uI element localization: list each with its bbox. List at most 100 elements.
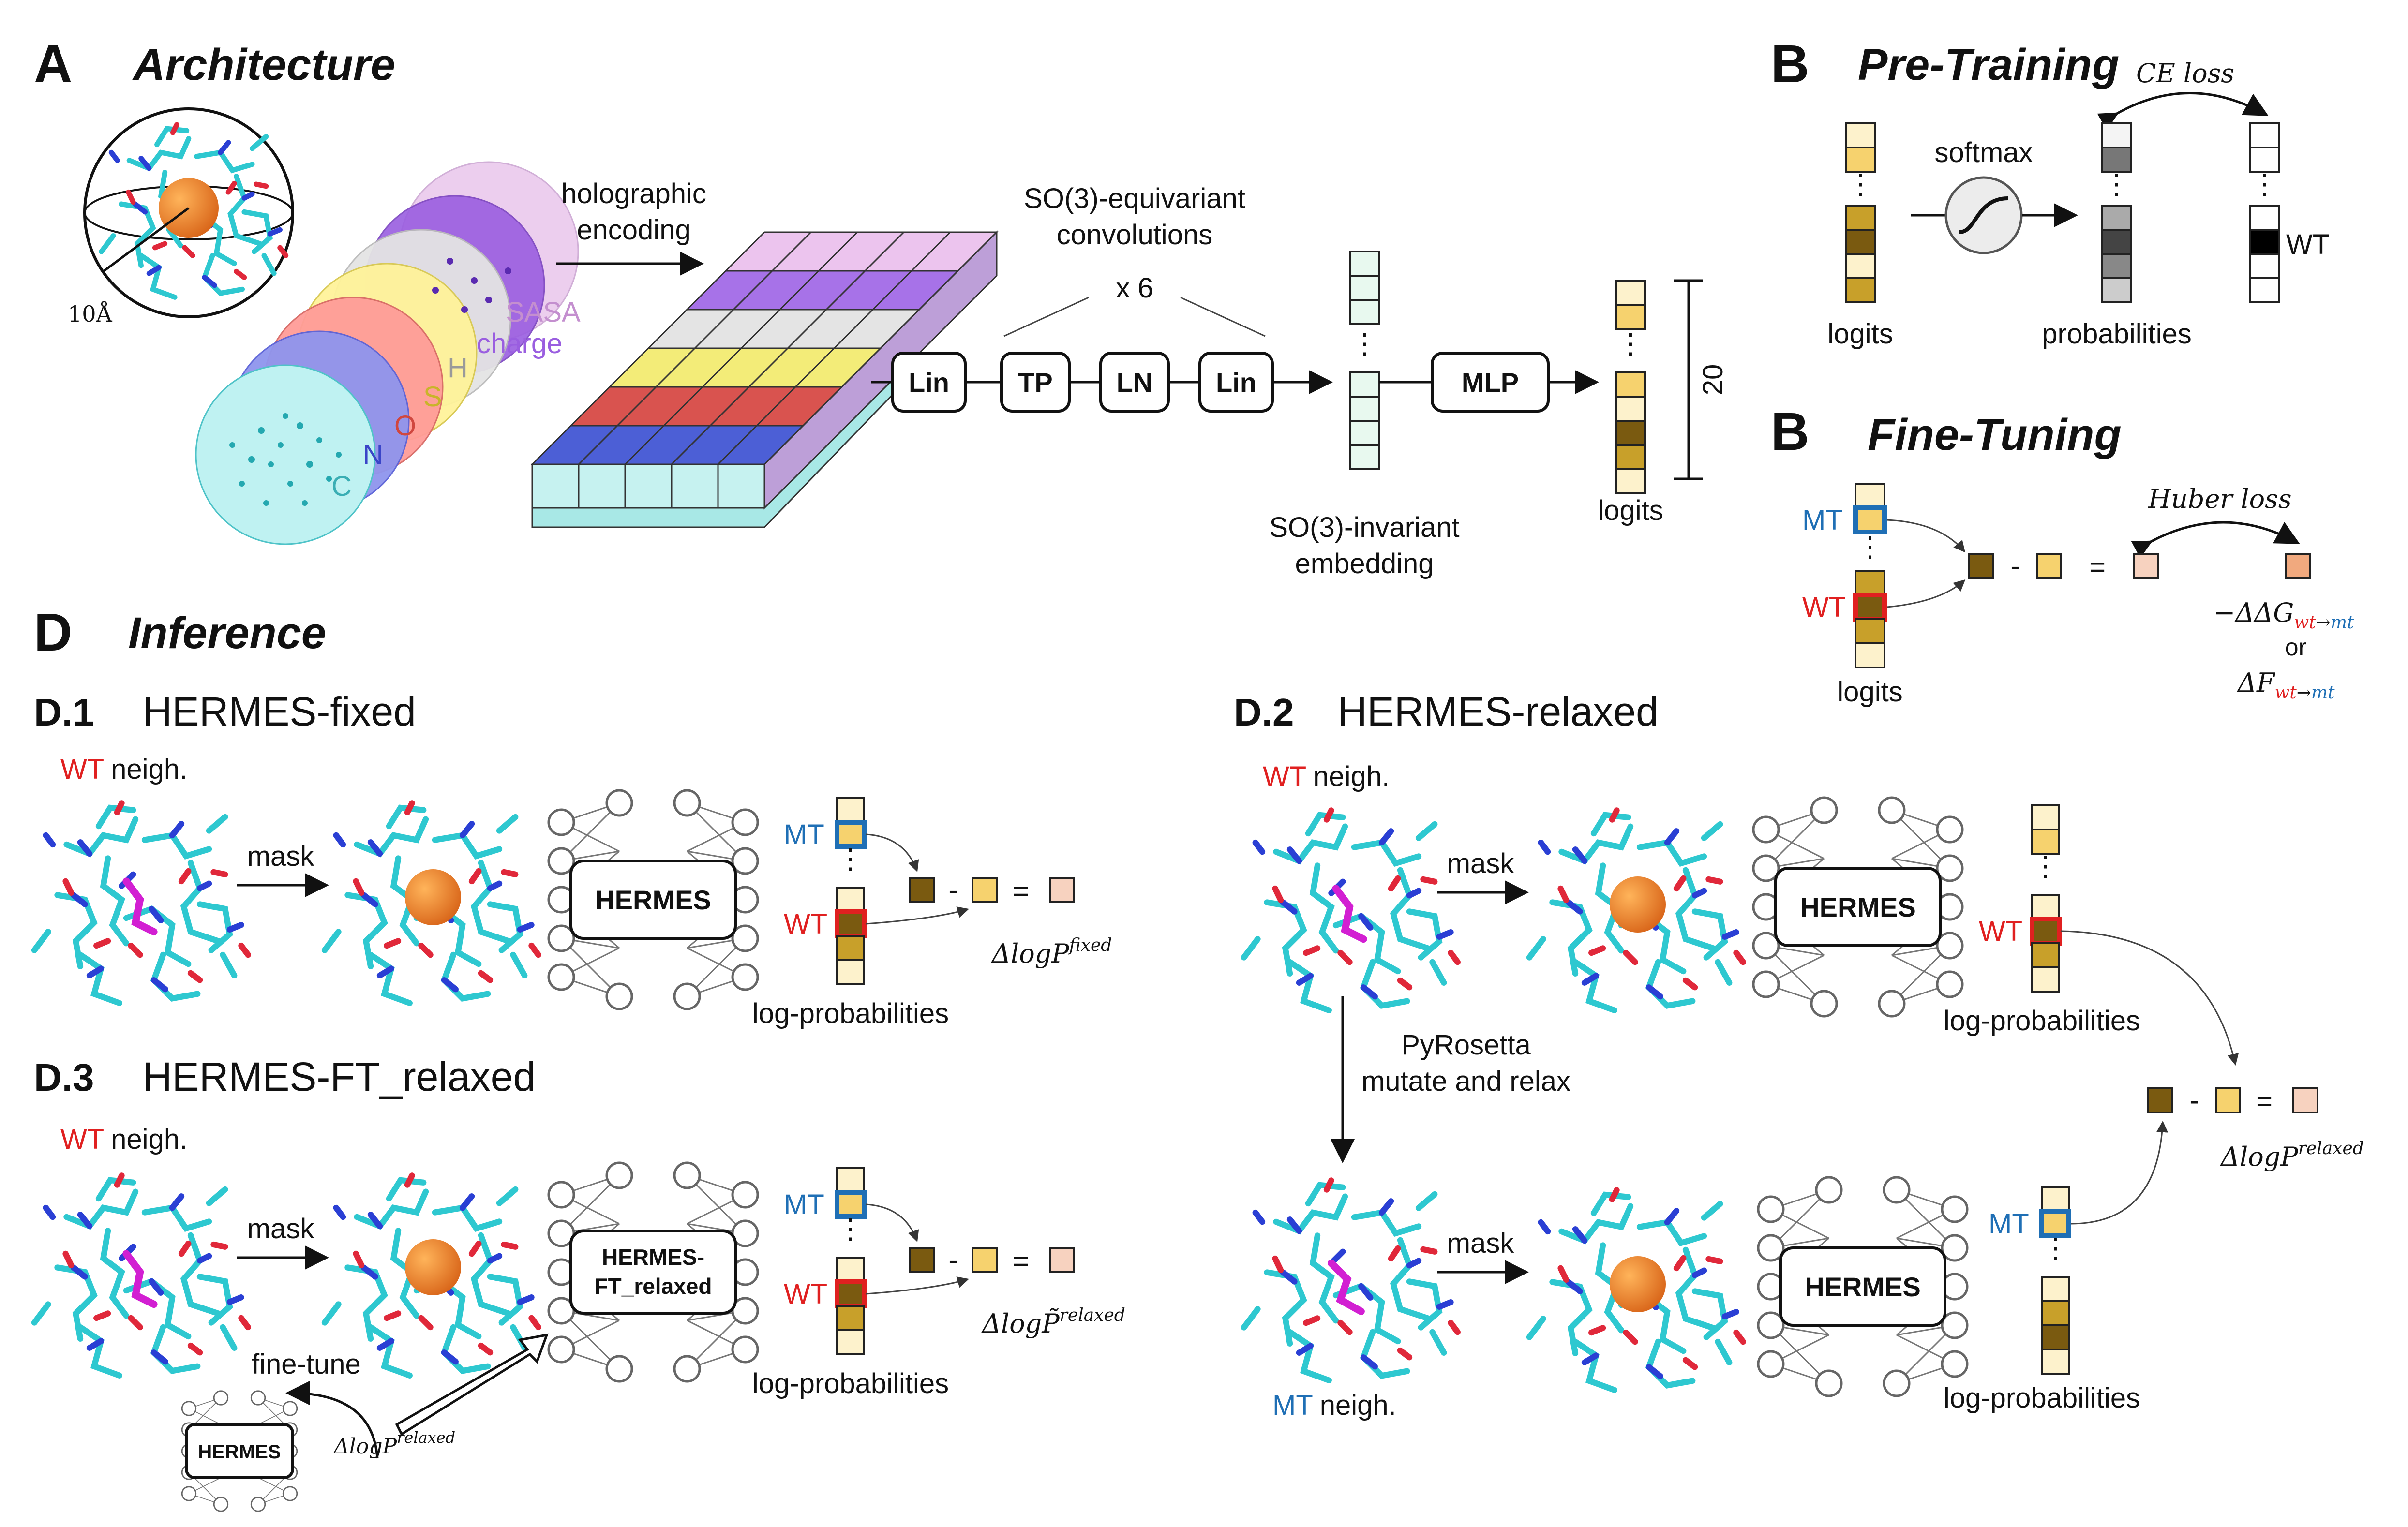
channel-charge-label: charge — [477, 328, 562, 359]
mlp-block-label: MLP — [1462, 367, 1519, 398]
d1-wt-neigh: WT neigh. — [60, 754, 187, 785]
panel-d1: D.1 HERMES-fixed WT neigh. mask HERMES ⋮ … — [34, 689, 1112, 1029]
panel-bft-title: Fine-Tuning — [1868, 410, 2122, 460]
d3-code: D.3 — [34, 1056, 94, 1099]
svg-text:HERMES: HERMES — [1805, 1272, 1921, 1302]
panel-a-title: Architecture — [132, 40, 395, 89]
ce-loss-label: CE loss — [2136, 58, 2234, 89]
channel-sasa-label: SASA — [506, 297, 581, 328]
neighborhood-sphere: 10Å — [68, 107, 294, 327]
d3-small-hermes-box — [185, 1423, 294, 1479]
onehot-wt-vector: ⋮ — [2249, 122, 2280, 303]
d3-logprob-label: log-probabilities — [752, 1368, 949, 1399]
d2-mt-neigh: MT neigh. — [1272, 1390, 1396, 1421]
pyrosetta-line2: mutate and relax — [1361, 1066, 1570, 1097]
b-logits-label: logits — [1827, 318, 1893, 350]
logit-count-label: 20 — [1697, 364, 1729, 396]
panel-bft-letter: B — [1771, 402, 1809, 461]
d3-mask-label: mask — [247, 1213, 315, 1245]
radius-label: 10Å — [68, 300, 113, 327]
d3-relaxed-input-label: ΔlogPrelaxed — [333, 1428, 455, 1459]
channel-c-label: C — [331, 471, 352, 502]
panel-d-letter: D — [34, 603, 72, 662]
d1-logprob-label: log-probabilities — [752, 998, 949, 1029]
b-logits-vector: ⋮ — [1845, 122, 1876, 303]
channel-n-label: N — [363, 439, 383, 471]
svg-text:-: - — [948, 875, 957, 906]
ln-block-label: LN — [1117, 367, 1153, 398]
svg-text:HERMES: HERMES — [1800, 892, 1916, 922]
d2-hermes-box-bottom — [1779, 1246, 1946, 1327]
invariant-embedding: ⋮ — [1349, 251, 1380, 470]
svg-text:WT: WT — [784, 1278, 827, 1310]
d1-mask-label: mask — [247, 841, 315, 872]
svg-text:HERMES: HERMES — [198, 1441, 281, 1463]
finetune-transfer-arrow — [395, 1333, 549, 1436]
svg-text:FT_relaxed: FT_relaxed — [595, 1274, 712, 1299]
panel-b-finetuning: B Fine-Tuning Huber loss ⋮ MT WT logits … — [1771, 402, 2354, 708]
svg-text:=: = — [1013, 875, 1029, 907]
tp-block-label: TP — [1018, 367, 1053, 398]
svg-text:HERMES-: HERMES- — [602, 1245, 704, 1270]
svg-text:=: = — [2089, 551, 2106, 583]
a-logits-vector: ⋮ — [1615, 280, 1646, 494]
svg-text:WT: WT — [784, 908, 827, 940]
panel-b-pretraining: B Pre-Training CE loss ⋮ logits softmax … — [1771, 34, 2330, 350]
channel-h-label: H — [448, 352, 468, 384]
lin-block-1-label: Lin — [909, 367, 949, 398]
panel-d-title: Inference — [128, 608, 326, 658]
huber-loss-label: Huber loss — [2148, 484, 2292, 514]
svg-text:MT: MT — [784, 1189, 824, 1220]
svg-text:⋮: ⋮ — [837, 1213, 865, 1245]
probabilities-label: probabilities — [2042, 318, 2192, 350]
panel-b-letter: B — [1771, 34, 1809, 94]
svg-text:⋮: ⋮ — [837, 843, 865, 875]
d2-wt-neigh: WT neigh. — [1263, 761, 1390, 792]
d3-wt-neigh: WT neigh. — [60, 1124, 187, 1155]
panel-d2: D.2 HERMES-relaxed WT neigh. mask HERMES … — [1234, 689, 2364, 1421]
svg-text:ΔFwt→mt: ΔFwt→mt — [2237, 667, 2335, 703]
svg-text:=: = — [2256, 1086, 2273, 1117]
d1-hermes-box — [569, 860, 737, 940]
svg-text:⋮: ⋮ — [1350, 328, 1378, 359]
repeat-count: x 6 — [1116, 272, 1153, 304]
svg-text:⋮: ⋮ — [2032, 850, 2060, 882]
d2-mask-label-bottom: mask — [1447, 1228, 1515, 1259]
svg-text:-: - — [2010, 550, 2019, 582]
d3-delta-label: ΔlogP̃relaxed — [981, 1305, 1125, 1339]
channel-o-label: O — [394, 410, 416, 442]
svg-text:⋮: ⋮ — [1856, 531, 1884, 563]
svg-text:MT: MT — [1989, 1208, 2029, 1240]
lin-block-2-label: Lin — [1216, 367, 1256, 398]
finetune-label: fine-tune — [252, 1349, 361, 1380]
svg-text:HERMES: HERMES — [595, 885, 711, 915]
d3-hermes-ft-box — [569, 1230, 737, 1315]
bft-logits-vector: ⋮ — [1853, 483, 1887, 668]
softmax-label: softmax — [1934, 137, 2033, 168]
channel-s-label: S — [423, 381, 442, 413]
panel-d: D Inference D.1 HERMES-fixed WT neigh. ma… — [34, 603, 2364, 1512]
d2-logprob-label-bottom: log-probabilities — [1944, 1382, 2140, 1414]
softmax-icon — [1944, 176, 2023, 254]
d3-logprob-vector: ⋮ — [835, 1167, 867, 1355]
d2-logprob-vector-bottom: ⋮ — [2039, 1186, 2071, 1375]
svg-text:⋮: ⋮ — [1846, 168, 1874, 200]
panel-a-letter: A — [34, 34, 72, 94]
d2-hermes-box-top — [1774, 867, 1942, 947]
holographic-encoding-line2: encoding — [577, 214, 690, 246]
probabilities-vector: ⋮ — [2101, 122, 2132, 303]
onehot-wt-label: WT — [2286, 229, 2330, 260]
svg-text:⋮: ⋮ — [2103, 168, 2131, 200]
bft-logits-label: logits — [1837, 676, 1902, 708]
holographic-encoding-line1: holographic — [561, 178, 706, 209]
bft-mt-label: MT — [1802, 504, 1843, 536]
equivariant-conv-line1: SO(3)-equivariant — [1024, 183, 1245, 214]
panel-b-title: Pre-Training — [1858, 40, 2119, 89]
d2-mask-label: mask — [1447, 848, 1515, 879]
ddg-formula: −ΔΔGwt→mt or ΔFwt→mt — [2214, 597, 2354, 703]
a-logits-label: logits — [1598, 495, 1663, 526]
d1-delta-label: ΔlogPfixed — [991, 935, 1112, 969]
d3-title: HERMES-FT_relaxed — [143, 1054, 536, 1099]
